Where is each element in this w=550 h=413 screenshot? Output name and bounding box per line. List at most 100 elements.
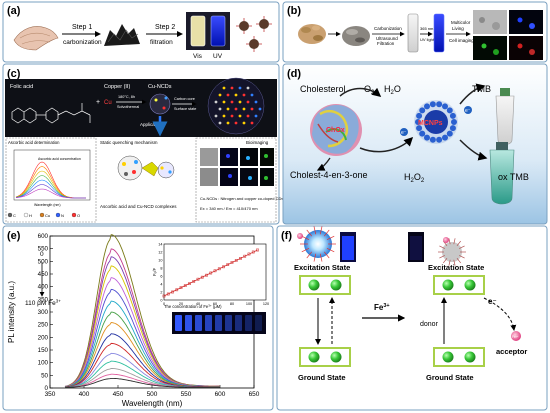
inset-y-tick: 12 bbox=[158, 250, 162, 254]
cell-imaging-grid bbox=[473, 10, 543, 60]
panel-e: (e) 350 400 450 500 550 600 650050100150200250… bbox=[2, 225, 274, 411]
ascorbic-det-label: Ascorbic acid determination bbox=[8, 140, 60, 145]
mcnp-satellite bbox=[442, 103, 448, 110]
svg-text:The concentration of Fe3+ (μM): The concentration of Fe3+ (μM) bbox=[164, 304, 222, 310]
legend-dot bbox=[55, 212, 61, 218]
step2-sub-label: filtration bbox=[150, 39, 173, 46]
mcnp-satellite bbox=[442, 134, 448, 141]
lattice-atom bbox=[234, 107, 238, 111]
lattice-atom bbox=[242, 93, 246, 97]
inset-point bbox=[217, 267, 221, 271]
inset-y-tick: 2 bbox=[160, 290, 162, 294]
conditions-2-label: Solvothermal bbox=[117, 105, 139, 109]
x-tick-label: 600 bbox=[215, 391, 226, 398]
lattice-atom bbox=[254, 114, 258, 118]
lattice-atom bbox=[250, 107, 254, 111]
range-bottom-label: 110 μM Fe bbox=[25, 300, 56, 307]
inset-fit-line bbox=[163, 249, 258, 297]
panel-f: (f) Excitation State Ground State Fe3+ E… bbox=[276, 225, 548, 411]
svg-text:Cu: Cu bbox=[104, 100, 112, 106]
aa-concentration-label: Ascorbic acid concentration bbox=[38, 157, 81, 161]
inset-y-tick: 8 bbox=[160, 266, 162, 270]
panel-e-label: (e) bbox=[7, 230, 21, 242]
y-tick-label: 450 bbox=[38, 271, 49, 278]
vial-clear-icon bbox=[407, 13, 419, 53]
cuvette bbox=[205, 315, 212, 331]
electron-dot bbox=[442, 351, 454, 363]
mcnp-satellite bbox=[449, 125, 456, 132]
lattice-atom bbox=[234, 93, 238, 97]
vial-uv-icon bbox=[210, 15, 226, 47]
inset-point bbox=[213, 269, 217, 273]
inset-x-tick: 40 bbox=[196, 302, 200, 306]
folic-acid-structure bbox=[11, 103, 91, 124]
legend-dot bbox=[23, 212, 29, 218]
legend-label: O bbox=[77, 213, 80, 218]
ultrasound-label: Ultrasound bbox=[376, 36, 398, 41]
bioimaging-grid bbox=[200, 148, 274, 186]
inset-point bbox=[196, 277, 200, 281]
legend-label: N bbox=[61, 213, 64, 218]
mcnp-satellite bbox=[419, 130, 426, 137]
inset-x-tick: 120 bbox=[263, 302, 269, 306]
mcnp-satellite bbox=[416, 112, 423, 119]
inset-point bbox=[162, 294, 166, 298]
fe-dot-label: Fe³⁺ bbox=[512, 335, 519, 339]
x-tick-label: 400 bbox=[79, 391, 90, 398]
vis-label: Vis bbox=[193, 53, 203, 60]
y-tick-label: 400 bbox=[38, 284, 49, 291]
legend-dot bbox=[39, 212, 45, 218]
legend-dot bbox=[7, 212, 13, 218]
cuvette bbox=[245, 315, 252, 331]
inset-point bbox=[192, 280, 196, 283]
inset-x-tick: 80 bbox=[230, 302, 234, 306]
svg-text:110 μM Fe3+: 110 μM Fe3+ bbox=[25, 299, 61, 308]
electron-dot bbox=[464, 279, 476, 291]
step1-label: Step 1 bbox=[72, 24, 92, 31]
mcnp-satellite bbox=[446, 130, 453, 137]
mcnp-satellite bbox=[446, 107, 453, 114]
arrow-d2 bbox=[359, 136, 414, 153]
vial-photo: Vis UV bbox=[186, 12, 230, 60]
uv-light-label: UV light bbox=[420, 37, 435, 42]
lattice-atom bbox=[222, 114, 226, 118]
electron-icon: e⁻ e⁻ bbox=[400, 106, 472, 136]
ex-em-label: Ex = 340 nm / Em = 410/470 nm bbox=[200, 206, 258, 211]
lattice-atom bbox=[250, 93, 254, 97]
y-tick-label: 350 bbox=[38, 296, 49, 303]
lattice-atom bbox=[254, 100, 258, 104]
lattice-atom bbox=[222, 86, 226, 90]
inset-linear-chart: 0 20 40 60 80 100 120 0 2 4 6 8 10 12 14 F₀/F bbox=[152, 242, 269, 306]
quenched-cd-icon bbox=[438, 237, 466, 266]
x-tick-label: 650 bbox=[249, 391, 260, 398]
inset-y-tick: 10 bbox=[158, 258, 162, 262]
bioimaging-label: Bioimaging bbox=[246, 140, 269, 145]
uv-label: UV bbox=[213, 53, 223, 60]
lattice-atom bbox=[218, 121, 222, 125]
lattice-atom bbox=[238, 114, 242, 118]
mcnp-satellite bbox=[436, 101, 443, 108]
mcnps-particle-icon: MCNPs bbox=[414, 100, 458, 144]
mcnps-label: MCNPs bbox=[418, 120, 443, 127]
mcnp-satellite bbox=[424, 134, 430, 141]
ground-state-right: Ground State bbox=[426, 373, 474, 382]
inset-point bbox=[188, 282, 191, 285]
carbon-lattice-atoms bbox=[214, 86, 262, 125]
inset-point bbox=[183, 284, 187, 287]
mcnp-satellite bbox=[415, 119, 421, 125]
lattice-atom bbox=[258, 107, 262, 111]
mini-curve bbox=[15, 188, 86, 199]
lattice-atom bbox=[246, 114, 250, 118]
y-tick-label: 550 bbox=[38, 246, 49, 253]
filtration-label: Filtration bbox=[377, 41, 395, 46]
cuvette bbox=[255, 315, 262, 331]
lattice-atom bbox=[226, 121, 230, 125]
inset-point bbox=[226, 263, 230, 266]
fe-ion-icon bbox=[511, 331, 521, 341]
lattice-atom bbox=[226, 93, 230, 97]
legend-label: H bbox=[29, 213, 32, 218]
inset-point bbox=[256, 248, 259, 252]
panel-d: (d) Cholesterol O2 H2O TMB ChOx MCNPs bbox=[282, 63, 548, 225]
copper-label: Copper (II) bbox=[104, 84, 130, 90]
glowing-cd-icon bbox=[297, 226, 336, 262]
